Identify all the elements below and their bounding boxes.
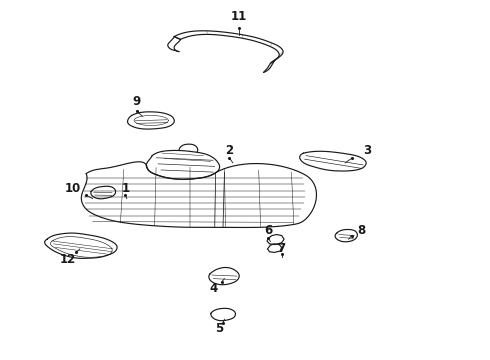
Text: 6: 6 [264,224,272,238]
Text: 12: 12 [60,253,76,266]
Text: 11: 11 [231,10,247,23]
Text: 2: 2 [225,144,233,157]
Text: 8: 8 [357,224,366,238]
Text: 4: 4 [209,282,218,295]
Text: 1: 1 [121,182,129,195]
Text: 9: 9 [132,95,141,108]
Text: 10: 10 [65,182,81,195]
Text: 3: 3 [363,144,371,157]
Text: 5: 5 [216,322,224,335]
Text: 7: 7 [277,242,286,255]
